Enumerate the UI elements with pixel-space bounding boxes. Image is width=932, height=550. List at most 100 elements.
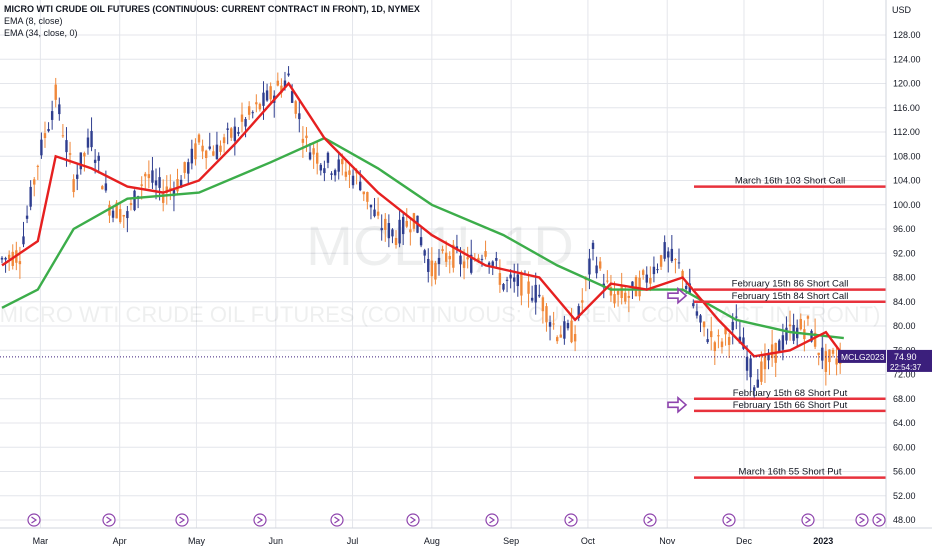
candle-body: [212, 151, 215, 156]
candle-body: [688, 283, 691, 293]
candle-body: [323, 168, 326, 174]
event-chevron-icon: [726, 516, 733, 524]
candle-body: [391, 229, 394, 237]
candle-body: [419, 237, 423, 246]
candle-body: [237, 131, 240, 134]
symbol-title[interactable]: MICRO WTI CRUDE OIL FUTURES (CONTINUOUS:…: [4, 4, 420, 14]
candle-body: [230, 128, 233, 138]
candle-body: [437, 257, 441, 265]
candle-body: [534, 284, 537, 303]
candle-body: [90, 130, 93, 148]
earnings-event-icon[interactable]: [406, 513, 420, 527]
candle-body: [570, 320, 573, 343]
candle-body: [763, 354, 767, 370]
candle-body: [158, 177, 161, 188]
price-axis[interactable]: USD 128.00 124.00 120.00 116.00 112.00 108.00 1…: [886, 0, 932, 550]
candle-body: [677, 262, 681, 264]
time-tick-label: Apr: [113, 536, 127, 546]
candle-body: [72, 179, 75, 193]
candle-body: [129, 203, 133, 206]
candle-body: [222, 137, 226, 144]
candle-body: [545, 306, 548, 323]
earnings-event-icon[interactable]: [330, 513, 344, 527]
last-price-text: 74.90: [894, 352, 917, 362]
candle-body: [161, 194, 165, 203]
candle-body: [122, 214, 125, 217]
earnings-event-icon[interactable]: [801, 513, 815, 527]
candle-body: [573, 334, 577, 342]
candle-body: [93, 159, 97, 163]
candle-body: [441, 249, 444, 251]
candle-body: [817, 352, 820, 355]
earnings-event-icon[interactable]: [102, 513, 116, 527]
candle-body: [308, 152, 312, 160]
candle-body: [344, 171, 348, 177]
candle-body: [287, 73, 290, 76]
ema-34-line: [1, 136, 844, 340]
price-tick-label: 112.00: [893, 127, 920, 137]
candle-body: [294, 101, 297, 114]
candle-body: [133, 190, 136, 211]
candle-body: [735, 316, 738, 318]
ema-slow-legend[interactable]: EMA (34, close, 0): [4, 28, 78, 38]
candle-body: [333, 170, 337, 176]
candle-body: [810, 330, 813, 342]
candle-body: [566, 322, 570, 329]
candle-body: [50, 111, 54, 120]
earnings-event-icon[interactable]: [643, 513, 657, 527]
candle-body: [466, 257, 469, 260]
candle-body: [781, 335, 785, 350]
ema-fast-legend[interactable]: EMA (8, close): [4, 16, 63, 26]
candle-body: [667, 251, 670, 258]
event-chevron-icon: [647, 516, 654, 524]
earnings-event-icon[interactable]: [27, 513, 41, 527]
candle-body: [556, 337, 559, 342]
candle-body: [821, 347, 824, 361]
price-tick-label: 80.00: [893, 321, 916, 331]
candle-body: [276, 80, 280, 86]
candle-body: [269, 86, 272, 100]
candle-body: [724, 327, 727, 335]
time-tick-label: Aug: [424, 536, 440, 546]
candle-body: [824, 351, 828, 372]
candle-body: [154, 180, 158, 186]
level-label: February 15th 66 Short Put: [733, 400, 848, 411]
candle-body: [684, 285, 688, 290]
candle-body: [43, 133, 47, 139]
time-tick-label: Mar: [33, 536, 49, 546]
earnings-event-icon[interactable]: [872, 513, 886, 527]
candle-body: [384, 218, 387, 230]
candle-body: [312, 148, 315, 155]
candle-body: [609, 287, 613, 296]
candle-body: [398, 219, 401, 244]
candle-body: [86, 137, 90, 148]
dividend-event-icon[interactable]: [855, 513, 869, 527]
candle-body: [778, 340, 781, 353]
candle-body: [115, 202, 118, 219]
price-tick-label: 120.00: [893, 79, 921, 89]
candle-body: [226, 128, 229, 130]
time-tick-label: Oct: [581, 536, 596, 546]
earnings-event-icon[interactable]: [485, 513, 499, 527]
candle-body: [244, 119, 247, 127]
candle-body: [101, 186, 104, 190]
price-tick-label: 68.00: [893, 394, 916, 404]
earnings-event-icon[interactable]: [175, 513, 189, 527]
candle-body: [251, 112, 254, 114]
candle-body: [756, 379, 759, 388]
price-tick-label: 48.00: [893, 515, 916, 525]
candle-body: [495, 258, 498, 261]
candle-body: [351, 175, 355, 186]
earnings-event-icon[interactable]: [253, 513, 267, 527]
candle-body: [799, 318, 802, 330]
earnings-event-icon[interactable]: [564, 513, 578, 527]
candle-body: [348, 170, 351, 175]
candle-body: [692, 303, 695, 307]
candle-body: [204, 150, 208, 159]
candle-body: [591, 242, 595, 249]
earnings-event-icon[interactable]: [722, 513, 736, 527]
time-tick-label: Jun: [269, 536, 284, 546]
